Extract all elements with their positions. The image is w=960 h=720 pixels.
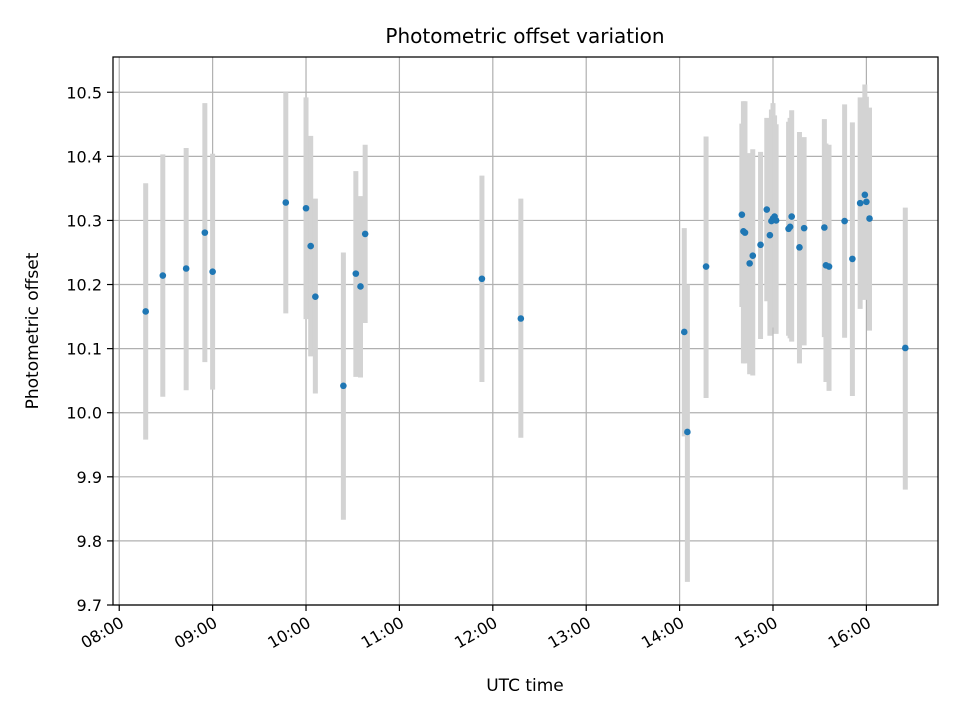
y-axis-label: Photometric offset [23, 252, 43, 409]
data-point [738, 211, 746, 218]
y-tick-label: 9.9 [77, 468, 102, 487]
data-point [142, 308, 149, 315]
plot-frame [112, 56, 939, 606]
data-point [786, 223, 794, 231]
data-point [902, 344, 909, 352]
y-axis-ticks: 9.7 9.8 9.9 10.0 10.1 10.2 10.3 10.4 10.5 [66, 83, 113, 615]
data-point [352, 270, 360, 277]
data-point [800, 224, 808, 232]
data-point [201, 229, 209, 236]
y-tick-label: 10.2 [66, 276, 102, 295]
data-point [856, 199, 864, 207]
data-point [861, 191, 869, 199]
data-point [841, 217, 848, 225]
y-tick-label: 10.5 [66, 83, 102, 102]
data-point [307, 242, 314, 250]
data-point [517, 315, 525, 322]
data-point [312, 293, 319, 301]
data-point [849, 255, 856, 263]
data-point [209, 268, 216, 276]
data-point [825, 263, 833, 270]
data-point [749, 252, 757, 259]
data-point [361, 230, 369, 238]
data-point [357, 283, 364, 290]
data-point [772, 217, 780, 224]
data-point [702, 263, 710, 270]
y-tick-label: 10.0 [66, 404, 102, 423]
data-point [766, 231, 774, 239]
data-point [159, 272, 167, 279]
data-point [866, 215, 873, 222]
data-point [863, 198, 870, 206]
y-tick-label: 9.7 [77, 596, 102, 615]
data-points [142, 191, 909, 436]
data-point [478, 275, 486, 283]
y-tick-label: 9.8 [77, 532, 102, 551]
x-axis-label: UTC time [486, 676, 564, 696]
data-point [302, 204, 310, 212]
data-point [340, 382, 347, 390]
data-point [680, 328, 688, 336]
data-point [182, 265, 190, 272]
data-point [684, 428, 691, 436]
data-point [282, 199, 290, 206]
data-point [821, 224, 828, 231]
chart-title: Photometric offset variation [385, 24, 664, 48]
y-tick-label: 10.1 [66, 340, 102, 359]
data-point [757, 241, 764, 249]
y-tick-label: 10.3 [66, 211, 102, 230]
data-point [763, 206, 771, 213]
y-tick-label: 10.4 [66, 147, 102, 166]
data-point [741, 229, 749, 236]
plot-background [113, 57, 938, 605]
data-point [746, 260, 753, 267]
data-point [788, 213, 795, 220]
data-point [796, 244, 803, 251]
